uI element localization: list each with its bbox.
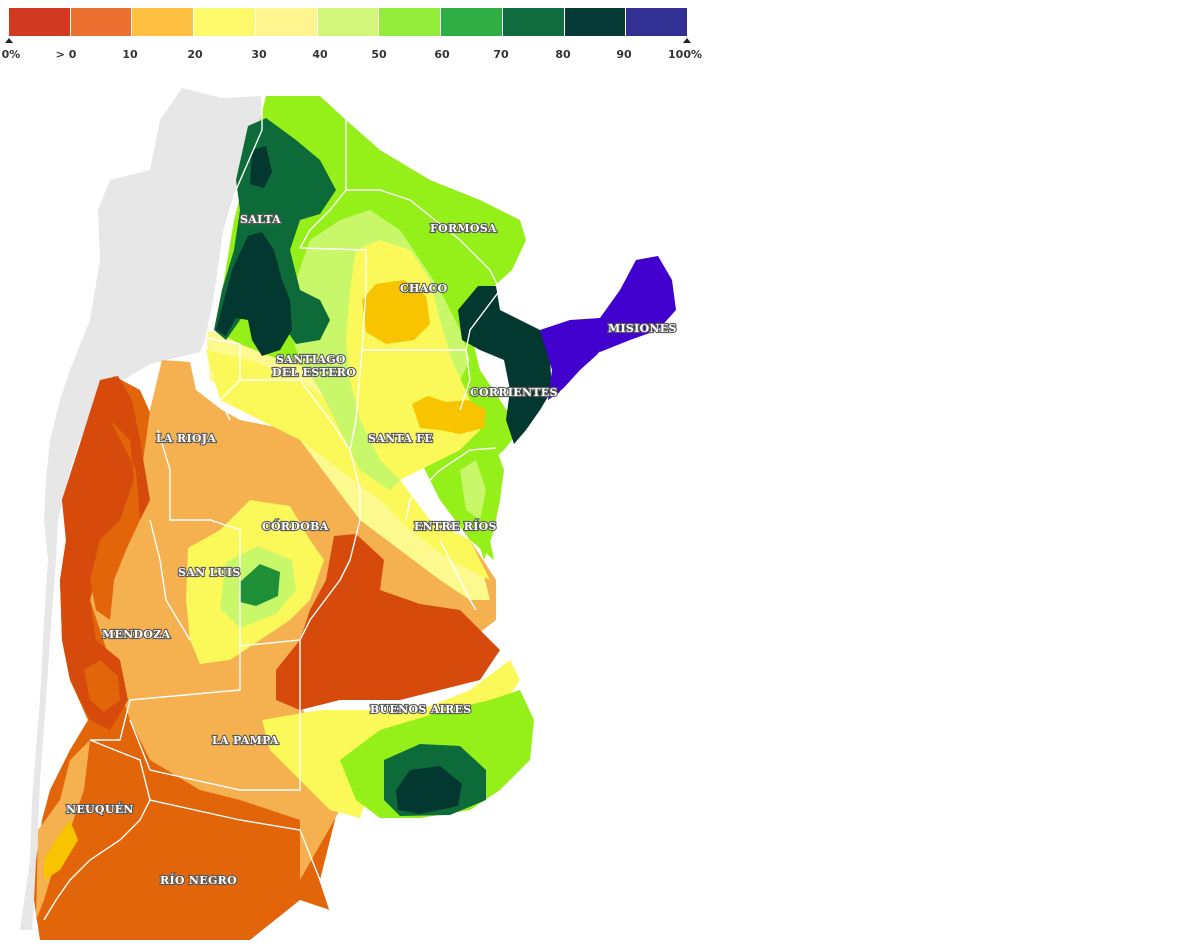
province-label-san-luis: SAN LUIS <box>178 566 241 579</box>
legend-swatch <box>626 8 688 36</box>
province-label-neuquen: NEUQUÉN <box>66 802 134 816</box>
legend-swatch <box>564 8 627 36</box>
province-label-santiago: SANTIAGO <box>276 353 346 366</box>
province-label-salta: SALTA <box>240 213 281 226</box>
province-label-mendoza: MENDOZA <box>102 628 171 641</box>
province-label-formosa: FORMOSA <box>430 222 497 235</box>
region-green-cordoba <box>240 564 280 606</box>
province-label-buenos-aires: BUENOS AIRES <box>370 703 471 716</box>
legend-tick: 0% <box>1 48 21 61</box>
map: SALTA FORMOSA CHACO MISIONES SANTIAGO DE… <box>20 88 678 940</box>
region-orange-inner-west <box>90 420 140 620</box>
legend-swatch <box>379 8 442 36</box>
legend-tick: 50 <box>371 48 387 61</box>
province-label-la-pampa: LA PAMPA <box>212 734 279 747</box>
region-orange-inner-mendoza <box>84 660 120 712</box>
neighbor-region <box>20 88 262 930</box>
region-darkest-santiago <box>216 232 292 356</box>
province-borders <box>43 96 601 921</box>
province-label-santiago-line2: DEL ESTERO <box>272 366 356 379</box>
province-label-la-rioja: LA RIOJA <box>156 432 216 445</box>
province-label-rio-negro: RÍO NEGRO <box>160 873 237 887</box>
legend-swatch <box>9 8 71 36</box>
region-yellowgreen-corrientes <box>460 460 486 520</box>
region-violet-misiones <box>540 256 676 400</box>
legend-tick: 30 <box>251 48 267 61</box>
legend-tick: 80 <box>555 48 571 61</box>
legend-tick: 70 <box>493 48 509 61</box>
region-darkest-salta <box>250 146 272 188</box>
legend-swatch <box>317 8 380 36</box>
province-label-santa-fe: SANTA FE <box>368 432 433 445</box>
legend-tick: 100% <box>668 48 702 61</box>
legend-tick: 60 <box>434 48 450 61</box>
region-dark-red-east <box>276 534 500 710</box>
legend-swatch <box>70 8 133 36</box>
legend-start-arrow-icon <box>5 38 13 43</box>
legend-swatch <box>502 8 565 36</box>
legend-swatch <box>255 8 318 36</box>
legend-swatch <box>194 8 256 36</box>
province-label-cordoba: CÓRDOBA <box>262 519 329 533</box>
legend-end-arrow-icon <box>683 38 691 43</box>
legend-tick: 90 <box>616 48 632 61</box>
province-label-chaco: CHACO <box>400 282 448 295</box>
legend: 0% > 0 10 20 30 40 50 60 70 80 90 100% <box>2 8 702 68</box>
legend-swatch <box>441 8 503 36</box>
region-yellow-orange-chaco <box>362 280 430 344</box>
region-light-orange <box>90 360 496 880</box>
legend-swatch <box>132 8 195 36</box>
legend-color-bar <box>9 8 688 36</box>
legend-tick: 40 <box>312 48 328 61</box>
legend-tick: 10 <box>122 48 138 61</box>
region-yellow-orange-corrientes <box>412 396 486 434</box>
province-label-misiones: MISIONES <box>608 322 677 335</box>
region-yellow-north <box>206 350 490 580</box>
province-labels: SALTA FORMOSA CHACO MISIONES SANTIAGO DE… <box>65 212 678 888</box>
region-yellow-orange-sw <box>44 820 78 880</box>
legend-tick: 20 <box>187 48 203 61</box>
province-label-corrientes: CORRIENTES <box>470 386 558 399</box>
province-label-entre-rios: ENTRE RÍOS <box>414 519 497 533</box>
region-darkest-corrientes <box>458 286 552 444</box>
region-darkest-ba <box>396 766 462 814</box>
legend-tick: > 0 <box>55 48 77 61</box>
